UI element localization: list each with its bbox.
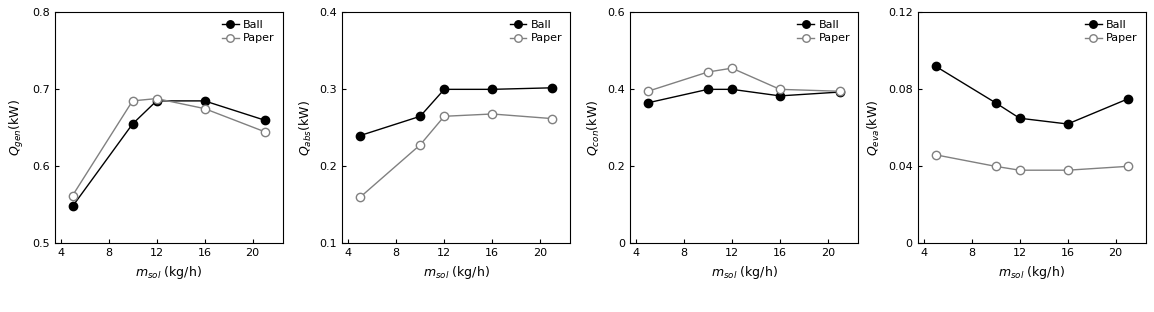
Ball	[126, 122, 140, 126]
Paper	[1013, 168, 1027, 172]
Y-axis label: $Q_{eva}$(kW): $Q_{eva}$(kW)	[867, 100, 883, 156]
Line: Paper: Paper	[931, 151, 1132, 174]
Ball	[486, 87, 500, 91]
Line: Ball: Ball	[357, 84, 556, 140]
Paper	[413, 143, 427, 147]
Line: Ball: Ball	[644, 85, 844, 107]
Line: Paper: Paper	[68, 95, 269, 200]
Paper	[725, 66, 739, 70]
Ball	[1013, 116, 1027, 120]
Ball	[353, 134, 367, 137]
X-axis label: $m_{sol}$ (kg/h): $m_{sol}$ (kg/h)	[711, 264, 778, 281]
Paper	[640, 90, 654, 93]
Line: Ball: Ball	[68, 97, 269, 211]
Line: Paper: Paper	[644, 64, 844, 95]
Paper	[1061, 168, 1074, 172]
Ball	[1121, 97, 1134, 101]
Legend: Ball, Paper: Ball, Paper	[1082, 18, 1140, 46]
Ball	[640, 101, 654, 105]
Ball	[437, 87, 451, 91]
Paper	[437, 115, 451, 118]
Paper	[486, 112, 500, 116]
Ball	[413, 115, 427, 118]
Paper	[833, 90, 847, 93]
Paper	[1121, 164, 1134, 168]
Legend: Ball, Paper: Ball, Paper	[795, 18, 853, 46]
X-axis label: $m_{sol}$ (kg/h): $m_{sol}$ (kg/h)	[422, 264, 489, 281]
Line: Ball: Ball	[931, 62, 1132, 128]
Legend: Ball, Paper: Ball, Paper	[508, 18, 564, 46]
Ball	[257, 118, 271, 122]
Paper	[197, 107, 211, 110]
Paper	[66, 194, 80, 197]
Paper	[257, 130, 271, 134]
Paper	[353, 195, 367, 199]
Ball	[833, 90, 847, 94]
Paper	[150, 97, 164, 100]
Ball	[700, 87, 714, 91]
X-axis label: $m_{sol}$ (kg/h): $m_{sol}$ (kg/h)	[135, 264, 202, 281]
Legend: Ball, Paper: Ball, Paper	[220, 18, 277, 46]
Ball	[929, 64, 943, 68]
Paper	[700, 70, 714, 74]
Ball	[1061, 122, 1074, 126]
Y-axis label: $Q_{abs}$(kW): $Q_{abs}$(kW)	[298, 100, 314, 156]
Line: Paper: Paper	[357, 110, 556, 201]
Paper	[126, 99, 140, 103]
X-axis label: $m_{sol}$ (kg/h): $m_{sol}$ (kg/h)	[998, 264, 1065, 281]
Ball	[773, 94, 787, 98]
Ball	[150, 99, 164, 103]
Paper	[929, 153, 943, 157]
Ball	[546, 86, 560, 90]
Paper	[546, 117, 560, 120]
Y-axis label: $Q_{con}$(kW): $Q_{con}$(kW)	[585, 100, 601, 156]
Y-axis label: $Q_{gen}$(kW): $Q_{gen}$(kW)	[8, 99, 27, 156]
Paper	[989, 164, 1003, 168]
Ball	[197, 99, 211, 103]
Paper	[773, 87, 787, 91]
Ball	[66, 205, 80, 208]
Ball	[989, 101, 1003, 105]
Ball	[725, 87, 739, 91]
